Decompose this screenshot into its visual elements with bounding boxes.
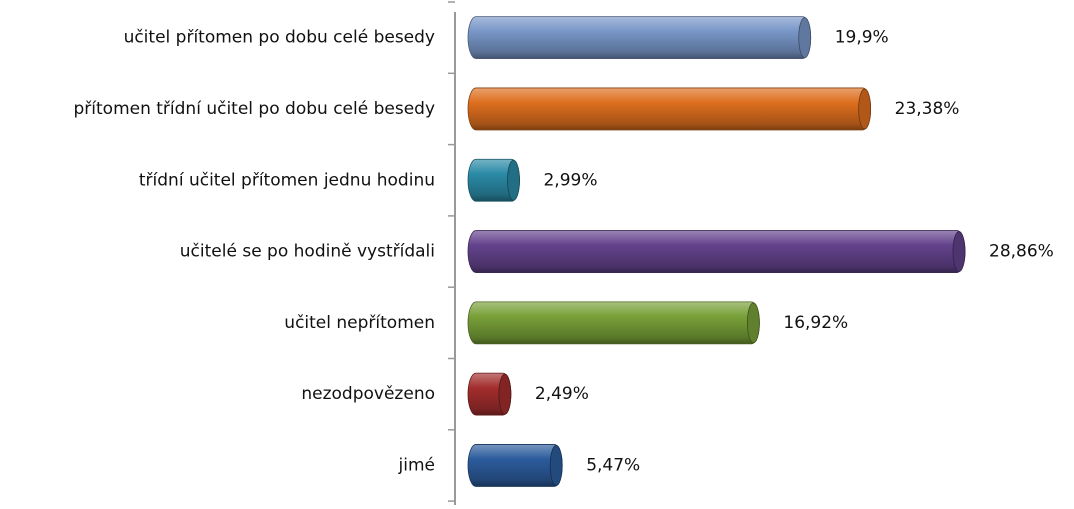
bar: [467, 16, 812, 60]
value-label: 5,47%: [586, 455, 640, 475]
category-label: nezodpovězeno: [301, 384, 435, 404]
value-label: 2,49%: [535, 384, 589, 404]
value-label: 16,92%: [783, 313, 848, 333]
bar-cap: [498, 373, 512, 415]
value-label: 23,38%: [895, 99, 960, 119]
bar-cap: [549, 445, 563, 486]
category-label: přítomen třídní učitel po dobu celé bese…: [74, 99, 436, 119]
category-label: učitel přítomen po dobu celé besedy: [124, 28, 435, 48]
value-label: 2,99%: [543, 170, 597, 190]
bar: [467, 87, 872, 131]
bar: [467, 444, 563, 487]
category-label: učitelé se po hodině vystřídali: [180, 242, 435, 262]
value-label: 28,86%: [989, 242, 1054, 262]
category-label: třídní učitel přítomen jednu hodinu: [139, 170, 435, 190]
bar: [467, 301, 760, 345]
bar-cap: [507, 159, 520, 201]
category-label: učitel nepřítomen: [284, 313, 435, 333]
bar-cap: [746, 302, 760, 344]
bar-cap: [952, 231, 966, 272]
category-label: jimé: [398, 455, 435, 475]
bar-cap: [858, 88, 872, 130]
bar-cap: [798, 17, 812, 59]
bar: [467, 230, 966, 273]
value-label: 19,9%: [835, 28, 889, 48]
